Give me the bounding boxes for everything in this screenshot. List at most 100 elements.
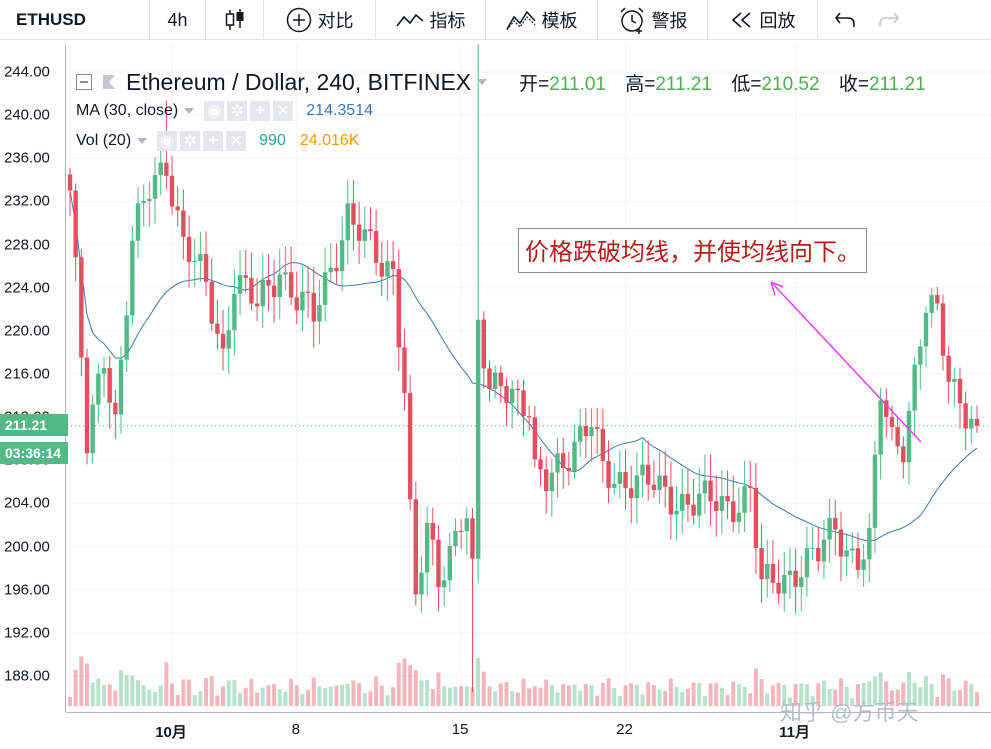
annotation-arrowhead (770, 281, 784, 296)
volume-bar (470, 687, 475, 706)
candle-body (850, 548, 855, 551)
gear-icon[interactable]: ✲ (180, 131, 201, 151)
symbol-title: Ethereum / Dollar, 240, BITFINEX (126, 68, 472, 95)
candle-body (379, 262, 384, 277)
volume-bar (85, 663, 90, 706)
candle-body (220, 333, 226, 349)
candle-body (816, 547, 821, 562)
close-key: 收= (838, 73, 869, 95)
candle-body (130, 240, 135, 316)
time-axis[interactable]: 10月 8 15 22 11月 (66, 712, 991, 749)
candle-body (305, 291, 311, 293)
candle-body (277, 274, 282, 298)
candle-body (294, 297, 299, 311)
volume-bar (736, 684, 741, 706)
candle-body (526, 416, 532, 418)
volume-bar (504, 682, 509, 706)
volume-bar (651, 684, 656, 706)
volume-bar (68, 696, 72, 706)
eye-icon[interactable]: ◉ (157, 131, 178, 151)
volume-bar (765, 693, 770, 706)
volume-bar (770, 685, 775, 706)
high-key: 高= (625, 73, 656, 95)
candle-body (249, 277, 254, 304)
ma-legend-row[interactable]: MA (30, close) ◉ ✲ + ✕ 214.3514 (76, 96, 940, 126)
candle-body (311, 292, 316, 322)
candle-body (107, 368, 112, 403)
eye-icon[interactable]: ◉ (204, 101, 225, 121)
chevron-down-icon[interactable] (477, 79, 488, 85)
chart-pane[interactable]: 244.00 240.00 236.00 232.00 228.00 224.00 220.… (0, 44, 991, 749)
candle-body (572, 441, 577, 472)
indicators-button[interactable]: 指标 (376, 0, 486, 40)
volume-bar (141, 685, 146, 706)
gear-icon[interactable]: ✲ (227, 101, 248, 121)
plus-icon[interactable]: + (203, 131, 224, 151)
volume-bar (918, 686, 923, 706)
volume-bar (674, 686, 679, 706)
volume-bar (668, 678, 673, 706)
chevron-down-icon[interactable] (184, 108, 195, 114)
interval-label: 4h (167, 9, 188, 30)
volume-bar (277, 689, 282, 706)
volume-bar (753, 668, 758, 706)
candle-body (79, 257, 84, 358)
volume-bar (821, 680, 826, 706)
plot-area[interactable] (67, 44, 991, 711)
candle-body (691, 504, 696, 516)
volume-bar (170, 683, 175, 706)
candle-body (963, 403, 968, 429)
plus-icon[interactable]: + (250, 101, 271, 121)
candle-body (566, 467, 572, 472)
volume-bar (459, 685, 464, 706)
annotation-text-box[interactable]: 价格跌破均线，并使均线向下。 (518, 228, 867, 273)
volume-bar (912, 682, 917, 706)
bar-countdown-tag: 03:36:14 (0, 442, 68, 464)
volume-bar (935, 696, 940, 706)
candle-body (782, 574, 787, 594)
volume-bar (957, 690, 962, 706)
low-key: 低= (731, 73, 762, 95)
candle-body (623, 472, 628, 489)
volume-bar (464, 686, 469, 706)
chart-style-button[interactable] (206, 0, 264, 40)
redo-icon[interactable] (878, 11, 900, 29)
collapse-legend-icon[interactable] (76, 74, 92, 90)
close-icon[interactable]: ✕ (273, 101, 294, 121)
candle-body (935, 295, 940, 304)
templates-button[interactable]: 模板 (486, 0, 598, 40)
price-axis[interactable]: 244.00 240.00 236.00 232.00 228.00 224.00 220.… (0, 44, 66, 712)
replay-button[interactable]: 回放 (708, 0, 818, 40)
candle-body (878, 400, 883, 455)
chevron-down-icon[interactable] (137, 138, 148, 144)
candle-body (543, 469, 549, 492)
candle-body (260, 279, 265, 307)
symbol-label: ETHUSD (16, 10, 86, 29)
candle-body (215, 323, 220, 334)
volume-bar (680, 691, 685, 706)
volume-bar (799, 683, 804, 706)
volume-bar (453, 686, 458, 706)
high-value: 211.21 (655, 73, 713, 95)
alert-button[interactable]: 警报 (598, 0, 708, 40)
symbol-search-button[interactable]: ETHUSD (0, 0, 150, 40)
candle-body (646, 464, 651, 485)
alarm-clock-icon (619, 7, 644, 34)
undo-icon[interactable] (834, 11, 856, 29)
interval-button[interactable]: 4h (150, 0, 206, 40)
close-icon[interactable]: ✕ (226, 131, 247, 151)
vol-legend-row[interactable]: Vol (20) ◉ ✲ + ✕ 990 24.016K (76, 126, 940, 156)
candle-body (475, 319, 481, 559)
volume-bar (357, 682, 362, 706)
volume-bar (714, 683, 719, 706)
rewind-icon (731, 12, 751, 28)
y-tick-label: 200.00 (4, 538, 50, 556)
volume-bar (345, 683, 350, 706)
candle-body (283, 272, 288, 275)
candle-body (929, 295, 934, 313)
volume-bar (719, 687, 724, 706)
candle-body (799, 577, 804, 587)
candle-body (339, 240, 345, 272)
candle-body (555, 453, 560, 473)
compare-button[interactable]: 对比 (264, 0, 376, 40)
